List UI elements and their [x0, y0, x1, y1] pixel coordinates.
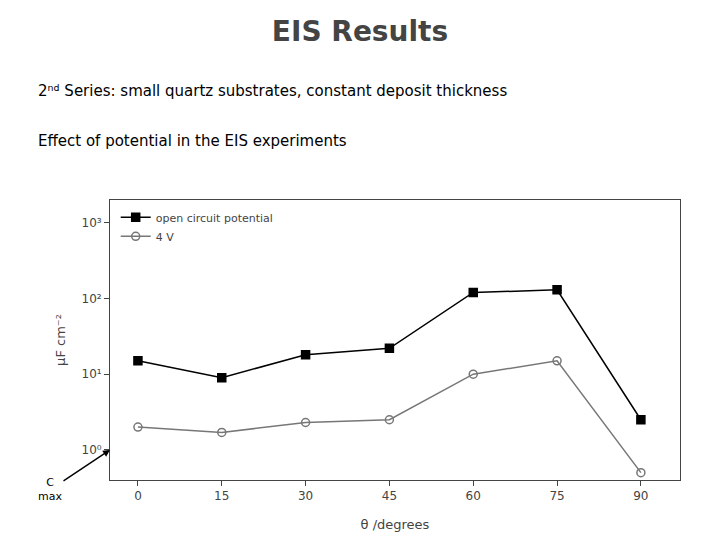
svg-text:75: 75	[549, 489, 564, 503]
svg-text:EIS Results: EIS Results	[272, 15, 448, 48]
svg-text:0: 0	[134, 489, 142, 503]
svg-text:90: 90	[633, 489, 648, 503]
svg-text:10¹: 10¹	[82, 367, 102, 381]
svg-text:45: 45	[382, 489, 397, 503]
svg-text:10⁰: 10⁰	[82, 443, 102, 457]
svg-text:Cmax: Cmax	[38, 476, 62, 503]
svg-text:2ⁿᵈ Series: small quartz subst: 2ⁿᵈ Series: small quartz substrates, con…	[38, 82, 507, 100]
svg-text:10³: 10³	[82, 216, 102, 230]
svg-text:open circuit potential: open circuit potential	[156, 212, 273, 225]
svg-text:μF cm⁻²: μF cm⁻²	[53, 314, 68, 366]
svg-text:10²: 10²	[82, 292, 102, 306]
svg-text:4 V: 4 V	[156, 231, 174, 244]
svg-text:Effect of potential in the EIS: Effect of potential in the EIS experimen…	[38, 132, 347, 150]
svg-text:60: 60	[466, 489, 481, 503]
svg-text:θ /degrees: θ /degrees	[361, 517, 430, 532]
svg-text:30: 30	[298, 489, 313, 503]
svg-text:15: 15	[214, 489, 229, 503]
